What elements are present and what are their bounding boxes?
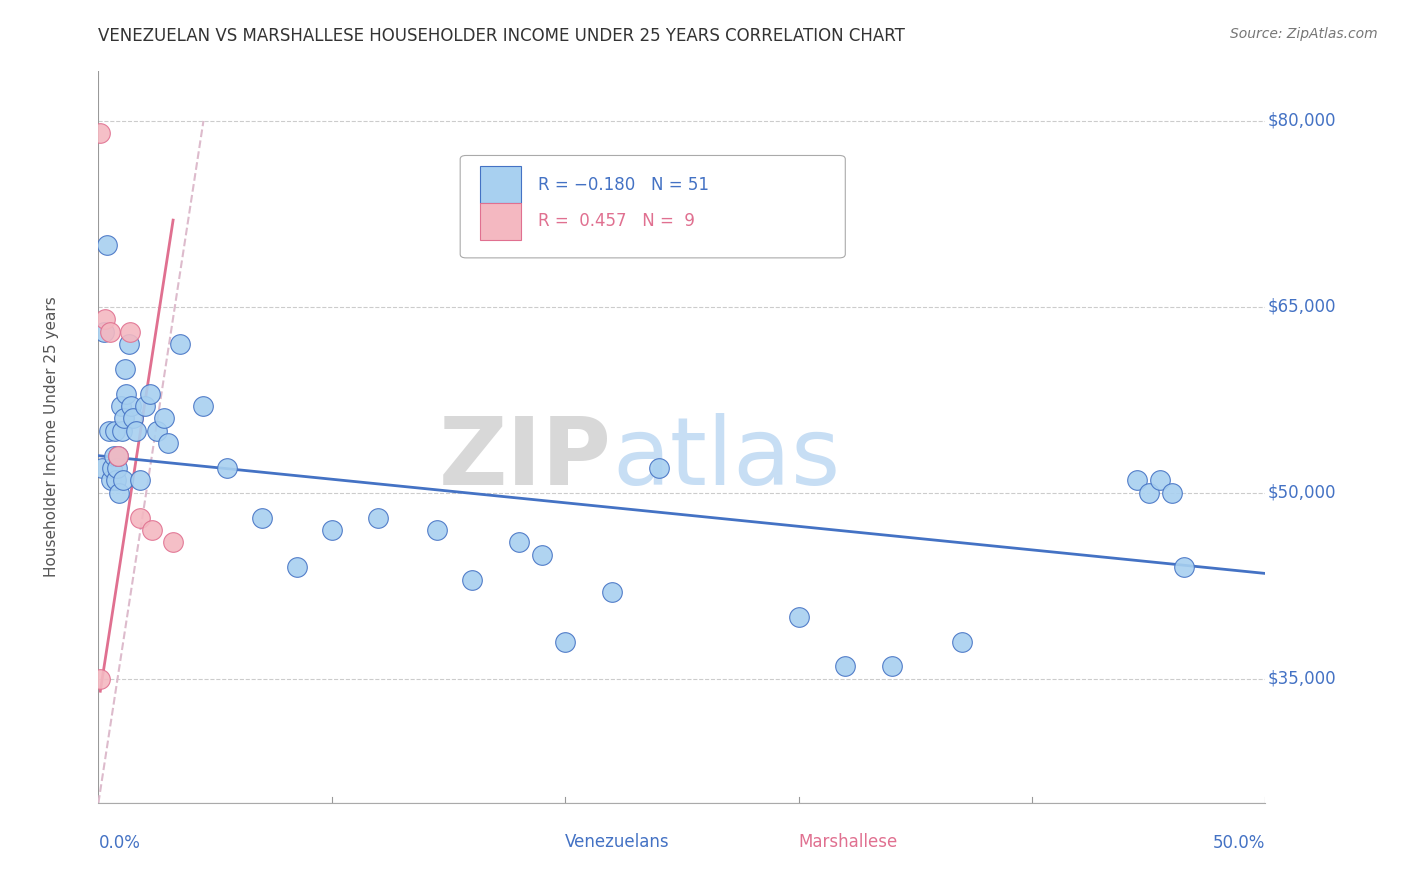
FancyBboxPatch shape bbox=[479, 203, 520, 240]
Point bbox=[152, 411, 174, 425]
Point bbox=[105, 461, 128, 475]
Point bbox=[554, 634, 576, 648]
Point bbox=[120, 399, 142, 413]
Point bbox=[129, 510, 152, 524]
Point bbox=[118, 337, 141, 351]
Point bbox=[134, 399, 156, 413]
Point bbox=[787, 610, 810, 624]
Point bbox=[110, 399, 132, 413]
FancyBboxPatch shape bbox=[460, 155, 845, 258]
Point bbox=[321, 523, 343, 537]
Text: Venezuelans: Venezuelans bbox=[565, 833, 669, 851]
Point bbox=[950, 634, 973, 648]
Point bbox=[118, 325, 141, 339]
Point bbox=[1137, 486, 1160, 500]
Point bbox=[100, 474, 122, 488]
Point bbox=[107, 449, 129, 463]
Point bbox=[122, 411, 145, 425]
Point bbox=[129, 474, 152, 488]
FancyBboxPatch shape bbox=[479, 167, 520, 203]
Text: $50,000: $50,000 bbox=[1268, 483, 1336, 502]
Point bbox=[101, 461, 124, 475]
Point bbox=[115, 386, 138, 401]
Text: Marshallese: Marshallese bbox=[799, 833, 898, 851]
Point bbox=[169, 337, 191, 351]
Point bbox=[90, 461, 112, 475]
Point bbox=[89, 672, 111, 686]
Point bbox=[107, 449, 129, 463]
Point bbox=[146, 424, 169, 438]
Point bbox=[108, 486, 131, 500]
Point bbox=[1126, 474, 1149, 488]
Point bbox=[215, 461, 238, 475]
Point bbox=[111, 424, 134, 438]
Point bbox=[94, 312, 117, 326]
Text: Householder Income Under 25 years: Householder Income Under 25 years bbox=[44, 297, 59, 577]
Point bbox=[193, 399, 215, 413]
Point bbox=[98, 325, 121, 339]
Text: atlas: atlas bbox=[612, 413, 841, 505]
Point bbox=[367, 510, 389, 524]
Point bbox=[285, 560, 308, 574]
Point bbox=[103, 449, 125, 463]
Text: Source: ZipAtlas.com: Source: ZipAtlas.com bbox=[1230, 27, 1378, 41]
Point bbox=[97, 424, 120, 438]
Text: $80,000: $80,000 bbox=[1268, 112, 1336, 130]
Text: R =  0.457   N =  9: R = 0.457 N = 9 bbox=[538, 212, 695, 230]
Point bbox=[157, 436, 180, 450]
Point bbox=[125, 424, 148, 438]
Point bbox=[600, 585, 623, 599]
Point bbox=[647, 461, 669, 475]
FancyBboxPatch shape bbox=[741, 830, 787, 854]
Point bbox=[141, 523, 163, 537]
Point bbox=[834, 659, 856, 673]
Point bbox=[104, 424, 127, 438]
Point bbox=[1173, 560, 1195, 574]
Point bbox=[880, 659, 903, 673]
Point bbox=[93, 325, 115, 339]
Point bbox=[461, 573, 484, 587]
Text: ZIP: ZIP bbox=[439, 413, 612, 505]
Point bbox=[96, 238, 118, 252]
Point bbox=[1161, 486, 1184, 500]
Point bbox=[139, 386, 162, 401]
Point bbox=[89, 126, 111, 140]
FancyBboxPatch shape bbox=[508, 830, 554, 854]
Point bbox=[162, 535, 184, 549]
Text: $65,000: $65,000 bbox=[1268, 298, 1336, 316]
Point bbox=[111, 474, 134, 488]
Text: 0.0%: 0.0% bbox=[98, 834, 141, 852]
Text: VENEZUELAN VS MARSHALLESE HOUSEHOLDER INCOME UNDER 25 YEARS CORRELATION CHART: VENEZUELAN VS MARSHALLESE HOUSEHOLDER IN… bbox=[98, 27, 905, 45]
Point bbox=[426, 523, 449, 537]
Point bbox=[530, 548, 553, 562]
Text: $35,000: $35,000 bbox=[1268, 670, 1336, 688]
Text: 50.0%: 50.0% bbox=[1213, 834, 1265, 852]
Point bbox=[104, 474, 127, 488]
Point bbox=[1149, 474, 1171, 488]
Point bbox=[114, 362, 136, 376]
Text: R = −0.180   N = 51: R = −0.180 N = 51 bbox=[538, 176, 710, 194]
Point bbox=[112, 411, 135, 425]
Point bbox=[508, 535, 530, 549]
Point bbox=[250, 510, 273, 524]
